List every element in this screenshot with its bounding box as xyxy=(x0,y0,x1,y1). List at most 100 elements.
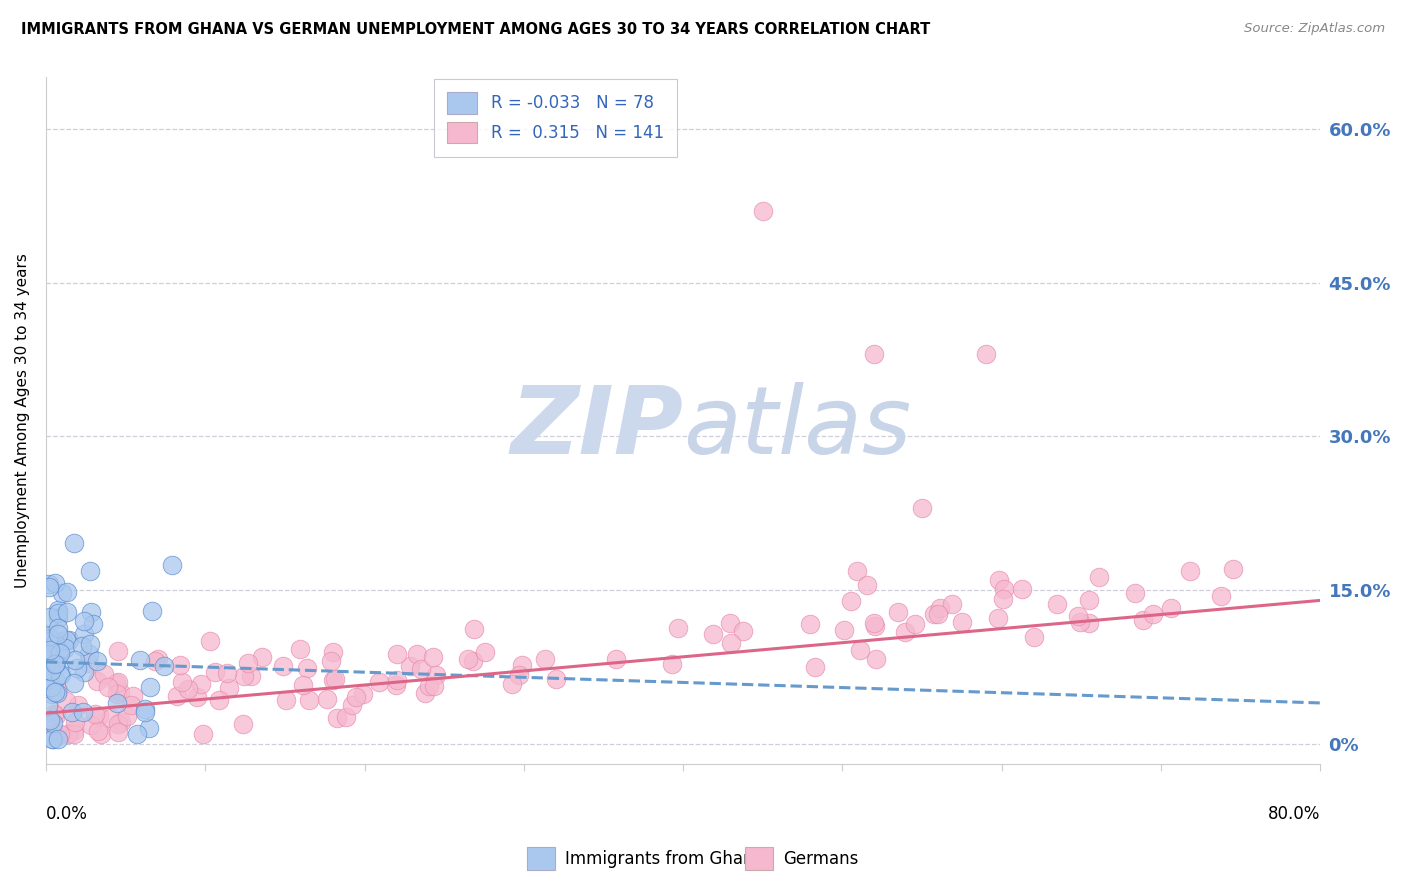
Point xyxy=(42,658,65,673)
Point xyxy=(37,661,59,675)
Point xyxy=(720,636,742,650)
Text: Immigrants from Ghana: Immigrants from Ghana xyxy=(565,850,763,868)
Point xyxy=(38,643,60,657)
Point xyxy=(169,658,191,673)
Point xyxy=(208,693,231,707)
Point xyxy=(49,727,72,741)
Point xyxy=(37,663,59,677)
Point xyxy=(49,668,72,682)
Point xyxy=(37,632,59,647)
Point xyxy=(105,696,128,710)
Point xyxy=(37,727,59,741)
Point xyxy=(804,660,827,674)
Point xyxy=(37,672,59,686)
Point xyxy=(110,714,132,729)
Point xyxy=(911,501,934,516)
Point xyxy=(55,584,77,599)
Point xyxy=(993,591,1015,606)
Point xyxy=(86,724,108,739)
Point xyxy=(1123,586,1146,600)
Point xyxy=(1160,601,1182,615)
Point xyxy=(335,710,357,724)
Point xyxy=(418,679,440,693)
Point xyxy=(107,724,129,739)
Point xyxy=(425,667,447,681)
Point xyxy=(38,580,60,594)
Point xyxy=(832,624,855,638)
Point xyxy=(63,653,86,667)
Point xyxy=(146,652,169,666)
Point xyxy=(73,665,96,680)
Point xyxy=(97,680,120,694)
Point xyxy=(56,605,79,619)
Point xyxy=(863,615,886,630)
Point xyxy=(291,678,314,692)
Point xyxy=(863,347,886,361)
Point xyxy=(55,632,77,647)
Point xyxy=(122,689,145,703)
Point xyxy=(1178,565,1201,579)
Point xyxy=(544,672,567,686)
Point xyxy=(120,698,142,712)
Point xyxy=(186,690,208,704)
Point xyxy=(107,644,129,658)
Point xyxy=(83,707,105,722)
Point xyxy=(326,711,349,725)
Point xyxy=(46,686,69,700)
Point xyxy=(406,647,429,661)
Point xyxy=(46,603,69,617)
Point xyxy=(751,203,773,218)
Point xyxy=(1069,615,1091,629)
Text: 80.0%: 80.0% xyxy=(1268,805,1320,823)
Text: Germans: Germans xyxy=(783,850,859,868)
Point xyxy=(1022,630,1045,644)
Point xyxy=(1222,562,1244,576)
Point xyxy=(457,652,479,666)
Point xyxy=(56,727,79,741)
Point xyxy=(215,665,238,680)
Point xyxy=(38,713,60,727)
Point xyxy=(461,654,484,668)
Point xyxy=(86,674,108,689)
Point xyxy=(37,634,59,648)
Point xyxy=(232,716,254,731)
Point xyxy=(44,672,66,686)
Point xyxy=(271,658,294,673)
Point xyxy=(105,687,128,701)
Point xyxy=(46,611,69,625)
Point xyxy=(845,565,868,579)
Point xyxy=(422,679,444,693)
Point xyxy=(190,677,212,691)
Point xyxy=(44,727,66,741)
Point xyxy=(385,647,408,661)
Legend: R = -0.033   N = 78, R =  0.315   N = 141: R = -0.033 N = 78, R = 0.315 N = 141 xyxy=(434,78,678,157)
Point xyxy=(974,347,997,361)
Point xyxy=(605,651,627,665)
Point xyxy=(53,641,76,656)
Point xyxy=(73,615,96,629)
Point xyxy=(37,671,59,685)
Point xyxy=(37,648,59,662)
Point xyxy=(105,676,128,690)
Point xyxy=(46,644,69,658)
Point xyxy=(86,654,108,668)
Point xyxy=(166,689,188,703)
Point xyxy=(46,683,69,698)
Point xyxy=(1078,615,1101,630)
Point xyxy=(987,610,1010,624)
Point xyxy=(422,650,444,665)
Point xyxy=(413,686,436,700)
Point xyxy=(46,731,69,746)
Point xyxy=(115,708,138,723)
Point xyxy=(44,576,66,591)
Point xyxy=(72,705,94,719)
Point xyxy=(865,652,887,666)
Point xyxy=(63,723,86,738)
Point xyxy=(42,715,65,730)
Point xyxy=(887,605,910,619)
Point xyxy=(1077,593,1099,607)
Point xyxy=(42,731,65,746)
Point xyxy=(849,643,872,657)
Point xyxy=(62,536,84,550)
Point xyxy=(250,650,273,665)
